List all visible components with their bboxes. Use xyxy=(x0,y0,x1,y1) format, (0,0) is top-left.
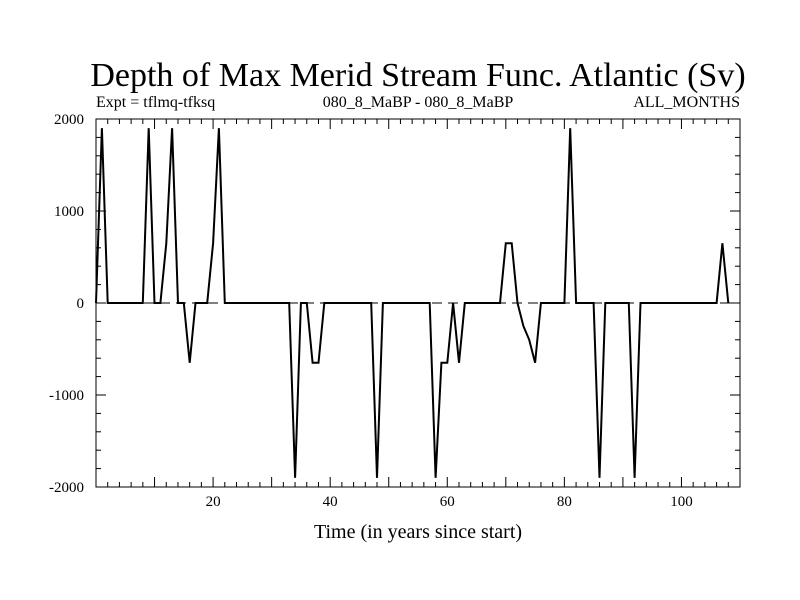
y-tick-label: 2000 xyxy=(54,112,84,128)
x-tick-label: 20 xyxy=(206,494,221,510)
x-tick-label: 40 xyxy=(323,494,338,510)
axis-ticks xyxy=(95,118,741,488)
chart-title: Depth of Max Merid Stream Func. Atlantic… xyxy=(90,57,745,94)
y-tick-label: 1000 xyxy=(54,204,84,220)
x-tick-label: 80 xyxy=(557,494,572,510)
y-tick-label: -2000 xyxy=(49,480,84,496)
y-tick-label: -1000 xyxy=(49,388,84,404)
tick-labels: 20 40 60 80 100 2000 1000 0 -1000 -2000 xyxy=(49,112,693,510)
plot-frame xyxy=(95,118,741,488)
x-axis-label: Time (in years since start) xyxy=(314,521,522,543)
data-series-line xyxy=(95,128,730,478)
subtitle-expt: Expt = tflmq-tfksq xyxy=(96,94,215,111)
subtitle-months: ALL_MONTHS xyxy=(633,94,740,111)
x-tick-label: 100 xyxy=(670,494,693,510)
subtitle-period: 080_8_MaBP - 080_8_MaBP xyxy=(323,94,514,111)
x-tick-label: 60 xyxy=(440,494,455,510)
y-tick-label: 0 xyxy=(77,296,85,312)
